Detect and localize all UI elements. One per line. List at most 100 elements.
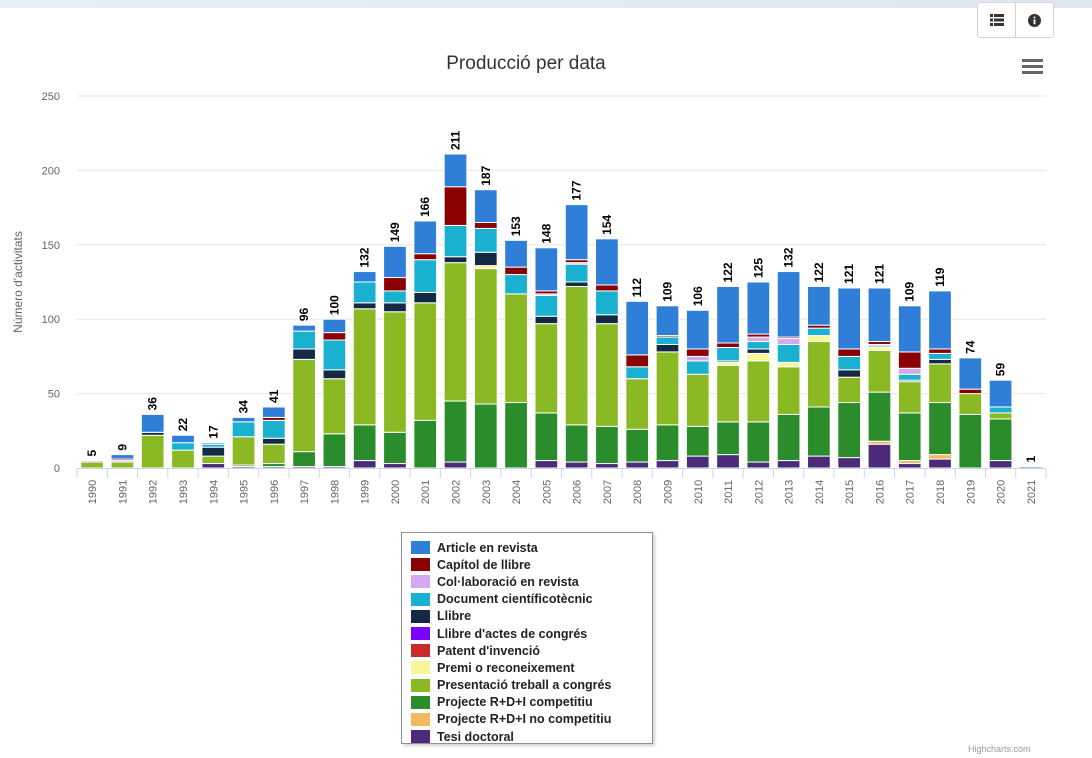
bar-segment[interactable] [383, 290, 407, 304]
bar-segment[interactable] [534, 323, 559, 414]
bar-segment[interactable] [140, 434, 165, 469]
bar-segment[interactable] [928, 402, 952, 456]
bar-segment[interactable] [1019, 466, 1043, 469]
bar-segment[interactable] [685, 355, 710, 362]
bar-segment[interactable] [776, 361, 801, 368]
bar-segment[interactable] [504, 293, 528, 404]
legend-item[interactable]: Capítol de llibre [411, 556, 652, 573]
legend-item[interactable]: Col·laboració en revista [411, 573, 652, 590]
bar-segment[interactable] [776, 343, 801, 363]
bar-segment[interactable] [595, 323, 619, 427]
bar-segment[interactable] [716, 364, 740, 423]
bar-segment[interactable] [413, 291, 438, 304]
bar-segment[interactable] [928, 454, 952, 460]
bar-segment[interactable] [655, 336, 680, 345]
bar-segment[interactable] [716, 285, 740, 344]
legend-item[interactable]: Premi o reconeixement [411, 659, 652, 676]
legend-item[interactable]: Presentació treball a congrés [411, 677, 652, 694]
bar-segment[interactable] [655, 351, 680, 426]
bar-segment[interactable] [292, 451, 316, 468]
bar-segment[interactable] [352, 424, 377, 462]
bar-segment[interactable] [746, 461, 771, 469]
bar-segment[interactable] [776, 271, 801, 338]
bar-segment[interactable] [473, 403, 498, 469]
bar-segment[interactable] [655, 343, 680, 353]
bar-segment[interactable] [685, 348, 710, 357]
bar-segment[interactable] [564, 204, 589, 261]
bar-segment[interactable] [534, 460, 559, 469]
bar-segment[interactable] [231, 416, 256, 423]
bar-segment[interactable] [897, 463, 922, 469]
bar-segment[interactable] [928, 348, 952, 354]
bar-segment[interactable] [473, 268, 498, 405]
bar-segment[interactable] [716, 342, 740, 348]
bar-segment[interactable] [201, 442, 226, 445]
bar-segment[interactable] [383, 277, 407, 292]
bar-segment[interactable] [534, 315, 559, 325]
bar-segment[interactable] [897, 381, 922, 414]
bar-segment[interactable] [897, 373, 922, 381]
bar-segment[interactable] [776, 460, 801, 469]
bar-segment[interactable] [685, 373, 710, 427]
legend-item[interactable]: Article en revista [411, 539, 652, 556]
bar-segment[interactable] [867, 287, 892, 343]
bar-segment[interactable] [201, 446, 226, 457]
legend-item[interactable]: Document científicotècnic [411, 591, 652, 608]
bar-segment[interactable] [625, 428, 650, 463]
bar-segment[interactable] [928, 290, 952, 350]
bar-segment[interactable] [807, 455, 831, 469]
bar-segment[interactable] [564, 263, 589, 283]
bar-segment[interactable] [413, 220, 438, 255]
bar-segment[interactable] [746, 341, 771, 350]
bar-segment[interactable] [383, 463, 407, 469]
bar-segment[interactable] [988, 379, 1013, 408]
bar-segment[interactable] [564, 461, 589, 469]
bar-segment[interactable] [443, 224, 468, 258]
bar-segment[interactable] [171, 449, 195, 469]
bar-segment[interactable] [746, 281, 771, 335]
hamburger-menu-icon[interactable] [1018, 56, 1044, 78]
bar-segment[interactable] [746, 348, 771, 354]
bar-segment[interactable] [625, 300, 650, 356]
bar-segment[interactable] [837, 369, 862, 378]
bar-segment[interactable] [928, 458, 952, 469]
bar-segment[interactable] [352, 460, 377, 469]
bar-segment[interactable] [322, 332, 347, 341]
credits-link[interactable]: Highcharts.com [968, 744, 1031, 754]
bar-segment[interactable] [201, 463, 226, 469]
bar-segment[interactable] [595, 290, 619, 316]
bar-segment[interactable] [897, 351, 922, 369]
bar-segment[interactable] [776, 366, 801, 415]
bar-segment[interactable] [837, 287, 862, 350]
bar-segment[interactable] [473, 227, 498, 253]
bar-segment[interactable] [473, 189, 498, 223]
bar-segment[interactable] [352, 308, 377, 426]
bar-segment[interactable] [352, 271, 377, 283]
bar-segment[interactable] [807, 406, 831, 457]
bar-segment[interactable] [988, 412, 1013, 420]
bar-segment[interactable] [443, 153, 468, 188]
bar-segment[interactable] [413, 419, 438, 469]
bar-segment[interactable] [383, 245, 407, 279]
bar-segment[interactable] [897, 367, 922, 375]
bar-segment[interactable] [837, 348, 862, 357]
bar-segment[interactable] [716, 421, 740, 456]
bar-segment[interactable] [534, 294, 559, 317]
bar-segment[interactable] [140, 413, 165, 433]
legend-item[interactable]: Llibre d'actes de congrés [411, 625, 652, 642]
bar-segment[interactable] [383, 431, 407, 465]
bar-segment[interactable] [564, 285, 589, 426]
bar-segment[interactable] [261, 406, 286, 418]
bar-segment[interactable] [595, 284, 619, 292]
bar-segment[interactable] [867, 443, 892, 469]
bar-segment[interactable] [958, 357, 983, 390]
bar-segment[interactable] [231, 436, 256, 466]
bar-segment[interactable] [685, 425, 710, 457]
bar-segment[interactable] [534, 247, 559, 292]
bar-segment[interactable] [988, 406, 1013, 414]
bar-segment[interactable] [928, 358, 952, 365]
bar-segment[interactable] [322, 339, 347, 371]
bar-segment[interactable] [958, 413, 983, 469]
bar-segment[interactable] [655, 305, 680, 337]
bar-segment[interactable] [746, 360, 771, 423]
